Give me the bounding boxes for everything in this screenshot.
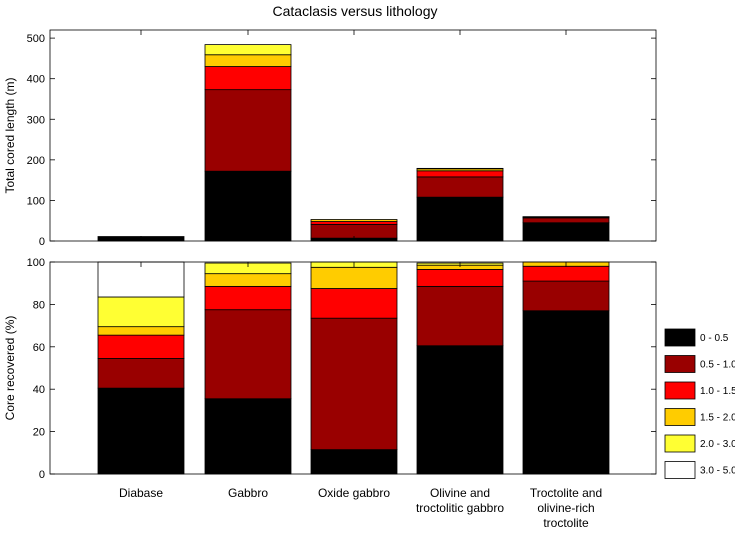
y-tick-label: 100	[27, 257, 45, 269]
bar-segment	[204, 54, 292, 67]
category-label: Olivine and	[430, 486, 490, 500]
y-tick-label: 80	[33, 299, 45, 311]
chart-title: Cataclasis versus lithology	[273, 3, 438, 19]
bar-segment	[416, 176, 504, 198]
bar-segment	[522, 265, 610, 282]
bar-segment	[416, 345, 504, 475]
bar-segment	[204, 66, 292, 91]
bar-segment	[97, 326, 185, 336]
plot-frame	[49, 29, 657, 242]
y-tick-label: 200	[27, 155, 45, 167]
legend-label: 0.5 - 1.0	[700, 360, 735, 371]
y-tick-label: 100	[27, 195, 45, 207]
category-labels: Diabase Gabbro Oxide gabbro Olivine andtroc…	[119, 486, 602, 530]
legend-swatch	[664, 461, 696, 479]
y-tick-label: 400	[27, 74, 45, 86]
legend-swatch	[664, 328, 696, 347]
category-label: troctolitic gabbro	[416, 501, 504, 515]
y-tick-label: 300	[27, 114, 45, 126]
legend-swatch	[664, 381, 696, 400]
y-tick-label: 60	[33, 342, 45, 354]
category-label: Gabbro	[228, 486, 268, 500]
panel-total-cored-length: 0 100 200 300 400 500 Total cored length (m)	[3, 29, 657, 248]
y-tick-label: 500	[27, 33, 45, 45]
bar-segment	[416, 269, 504, 287]
y-tick-label: 0	[39, 236, 45, 248]
bar-segment	[522, 310, 610, 475]
bar-segment	[522, 280, 610, 312]
panel-core-recovered: 0 20 40 60 80 100 Core recovered (%)	[3, 257, 657, 481]
y-tick-label: 0	[39, 469, 45, 481]
bar-segment	[97, 296, 185, 328]
legend-swatch	[664, 434, 696, 453]
bar-segment	[97, 387, 185, 475]
bar-segment	[310, 266, 398, 289]
bar-segment	[416, 285, 504, 347]
bar-segment	[416, 170, 504, 178]
legend-label: 1.0 - 1.5	[700, 386, 735, 397]
category-label: Troctolite and	[530, 486, 602, 500]
bar-segment	[416, 196, 504, 242]
legend-label: 0 - 0.5	[700, 333, 729, 344]
legend-swatch	[664, 355, 696, 373]
bar-segment	[204, 89, 292, 172]
bar-segment	[97, 334, 185, 359]
category-label: olivine-rich	[537, 501, 594, 515]
bar-segment	[204, 285, 292, 311]
y-tick-label: 20	[33, 427, 45, 439]
bar-segment	[204, 44, 292, 56]
bar-segment	[310, 317, 398, 451]
bar-segment	[204, 170, 292, 242]
category-label: Oxide gabbro	[318, 486, 390, 500]
bar-segment	[97, 358, 185, 389]
bar-segment	[310, 288, 398, 319]
legend-label: 3.0 - 5.0	[700, 466, 735, 477]
bar-segment	[97, 261, 185, 298]
y-axis-label: Core recovered (%)	[3, 316, 17, 421]
bar-segment	[204, 309, 292, 400]
legend: 0 - 0.5 0.5 - 1.0 1.0 - 1.5 1.5 - 2.0 2.0 - …	[664, 328, 735, 479]
legend-swatch	[664, 408, 696, 426]
bar-segment	[204, 398, 292, 475]
legend-label: 1.5 - 2.0	[700, 413, 735, 424]
y-axis-label: Total cored length (m)	[3, 77, 17, 193]
plot-frame	[49, 261, 657, 475]
y-tick-label: 40	[33, 384, 45, 396]
bar-segment	[310, 219, 398, 222]
category-label: troctolite	[543, 516, 589, 530]
bar-segment	[204, 273, 292, 287]
category-label: Diabase	[119, 486, 163, 500]
bar-segment	[522, 217, 610, 224]
bar-segment	[310, 221, 398, 225]
legend-label: 2.0 - 3.0	[700, 439, 735, 450]
